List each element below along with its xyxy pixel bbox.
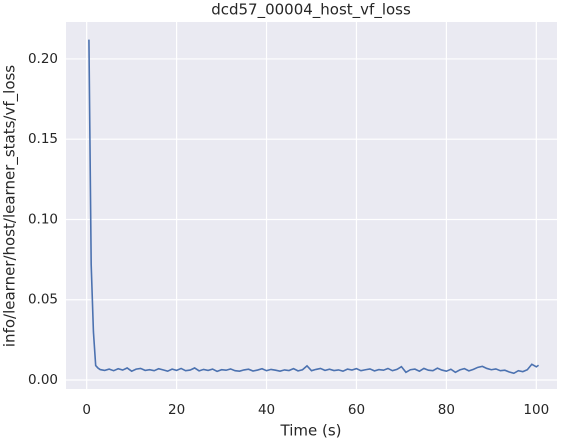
plot-background — [66, 22, 557, 389]
y-tick-label: 0.00 — [28, 372, 58, 388]
x-tick-label: 20 — [168, 402, 185, 418]
y-tick-label: 0.05 — [28, 292, 58, 308]
y-tick-label: 0.10 — [28, 211, 58, 227]
y-tick-label: 0.20 — [28, 51, 58, 67]
x-tick-label: 40 — [258, 402, 275, 418]
y-tick-label: 0.15 — [28, 131, 58, 147]
x-tick-label: 60 — [348, 402, 365, 418]
x-tick-label: 100 — [523, 402, 549, 418]
x-tick-label: 0 — [82, 402, 91, 418]
chart-title: dcd57_00004_host_vf_loss — [211, 1, 411, 20]
x-axis-label: Time (s) — [280, 422, 342, 440]
y-axis-label: info/learner/host/learner_stats/vf_loss — [1, 65, 20, 347]
data-line — [88, 39, 540, 375]
x-tick-label: 80 — [438, 402, 455, 418]
